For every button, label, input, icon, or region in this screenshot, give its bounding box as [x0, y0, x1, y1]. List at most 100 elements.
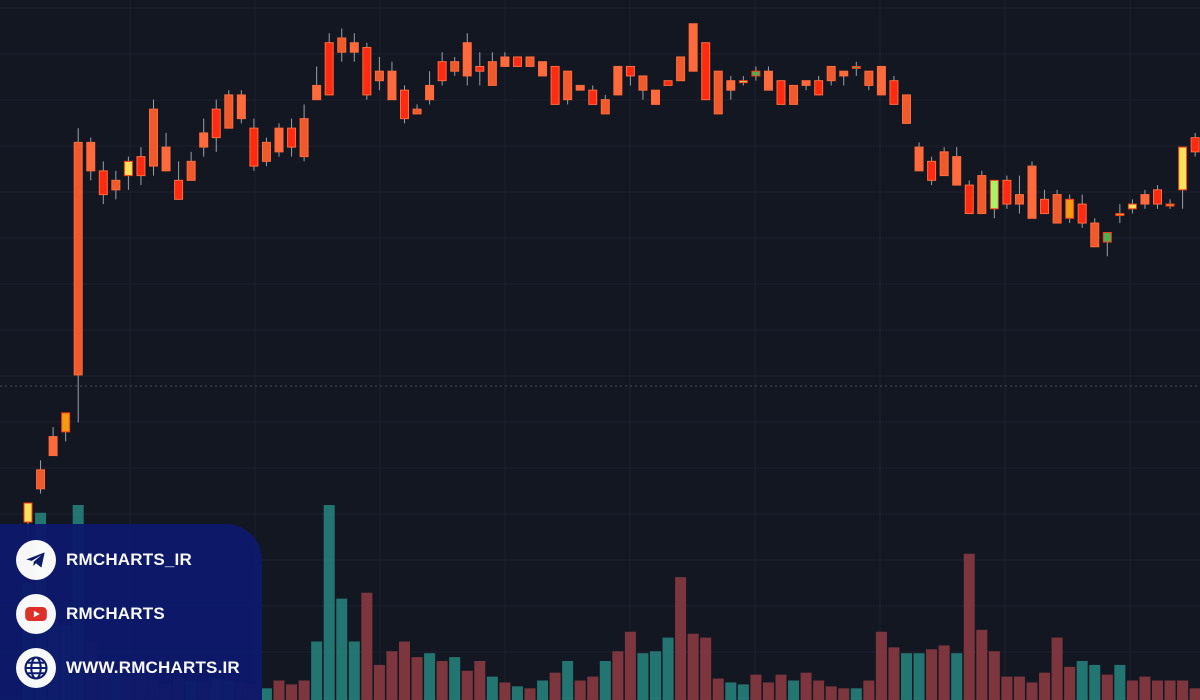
- volume-bar: [524, 688, 536, 700]
- volume-bar: [813, 680, 825, 700]
- candle-body: [61, 412, 71, 433]
- candle-body: [274, 127, 284, 153]
- candle: [1002, 175, 1012, 209]
- candle: [186, 151, 196, 181]
- candle-body: [249, 127, 259, 167]
- volume-bar: [838, 688, 850, 700]
- volume-bar: [348, 641, 360, 700]
- candle-body: [550, 65, 560, 105]
- volume-bar: [1001, 676, 1013, 700]
- candle: [801, 80, 811, 91]
- candle-body: [927, 160, 937, 181]
- candle-body: [952, 156, 962, 186]
- telegram-link[interactable]: RMCHARTS_IR: [16, 540, 192, 580]
- candle: [487, 52, 497, 86]
- website-link[interactable]: WWW.RMCHARTS.IR: [16, 648, 240, 688]
- candle: [1077, 194, 1087, 228]
- candle-body: [1052, 194, 1062, 224]
- volume-bar: [1164, 680, 1176, 700]
- volume-bar: [411, 657, 423, 700]
- volume-bar: [725, 682, 737, 700]
- youtube-link[interactable]: RMCHARTS: [16, 594, 165, 634]
- candle-body: [851, 65, 861, 69]
- candle-body: [73, 141, 83, 376]
- candle-body: [437, 61, 447, 82]
- candle-body: [826, 65, 836, 82]
- candle: [588, 85, 598, 105]
- candle-body: [161, 146, 171, 172]
- candle-body: [964, 184, 974, 215]
- volume-bar: [1064, 666, 1076, 700]
- candle: [261, 137, 271, 167]
- candle-body: [563, 70, 573, 101]
- candle-body: [512, 56, 522, 67]
- telegram-icon: [16, 540, 56, 580]
- volume-bar: [1039, 672, 1051, 700]
- social-panel: RMCHARTS_IR RMCHARTS WWW.RMCHARTS.IR: [0, 524, 262, 700]
- candle: [174, 161, 184, 200]
- candle: [299, 104, 309, 162]
- volume-bar: [675, 577, 687, 700]
- candle: [287, 118, 297, 157]
- volume-bar: [963, 553, 975, 700]
- candle: [625, 65, 635, 86]
- candle-body: [1153, 189, 1162, 205]
- candle: [48, 427, 58, 457]
- candle: [412, 104, 422, 115]
- candle-body: [374, 70, 384, 82]
- candle: [663, 80, 673, 86]
- volume-bar: [273, 680, 285, 700]
- volume-bar: [399, 641, 410, 700]
- volume-bar: [850, 688, 862, 700]
- candle: [36, 460, 46, 494]
- candle-body: [199, 132, 209, 148]
- candle-body: [902, 94, 911, 124]
- candle: [789, 84, 799, 105]
- volume-bar: [775, 674, 787, 700]
- candle: [73, 128, 83, 423]
- candle: [312, 66, 322, 101]
- candle: [864, 70, 874, 91]
- candle-body: [939, 151, 949, 177]
- volume-bar: [1152, 680, 1163, 700]
- volume-bar: [599, 661, 611, 700]
- candle-body: [977, 175, 987, 215]
- candle-body: [211, 108, 221, 139]
- candle: [839, 70, 849, 86]
- website-label: WWW.RMCHARTS.IR: [66, 658, 240, 677]
- candle-body: [889, 80, 899, 105]
- volume-bar: [474, 661, 486, 700]
- volume-bar: [562, 661, 574, 700]
- candle: [638, 75, 648, 100]
- volume-bar: [926, 649, 938, 700]
- candle-body: [763, 70, 773, 91]
- candle-body: [713, 70, 723, 115]
- candle: [964, 180, 974, 215]
- volume-bar: [511, 686, 523, 700]
- candle-body: [387, 70, 397, 101]
- volume-bar: [988, 651, 1000, 700]
- volume-bar: [662, 637, 674, 700]
- candle-body: [236, 94, 246, 120]
- candle: [676, 56, 686, 82]
- candle-body: [261, 141, 271, 162]
- candle: [826, 65, 836, 86]
- candle: [814, 75, 824, 96]
- candle: [249, 118, 259, 171]
- candle-body: [701, 42, 711, 101]
- candle: [236, 90, 246, 124]
- candle: [851, 61, 861, 76]
- candle: [425, 71, 435, 105]
- volume-bar: [1089, 664, 1101, 700]
- volume-bar: [800, 672, 812, 700]
- candle-body: [1040, 198, 1050, 215]
- candle-body: [324, 42, 334, 96]
- candle: [1178, 146, 1188, 209]
- candle-body: [738, 80, 748, 84]
- volume-bar: [461, 670, 473, 700]
- volume-bar: [549, 672, 561, 700]
- candle: [726, 75, 736, 100]
- candle-body: [412, 108, 422, 115]
- candle: [939, 147, 949, 177]
